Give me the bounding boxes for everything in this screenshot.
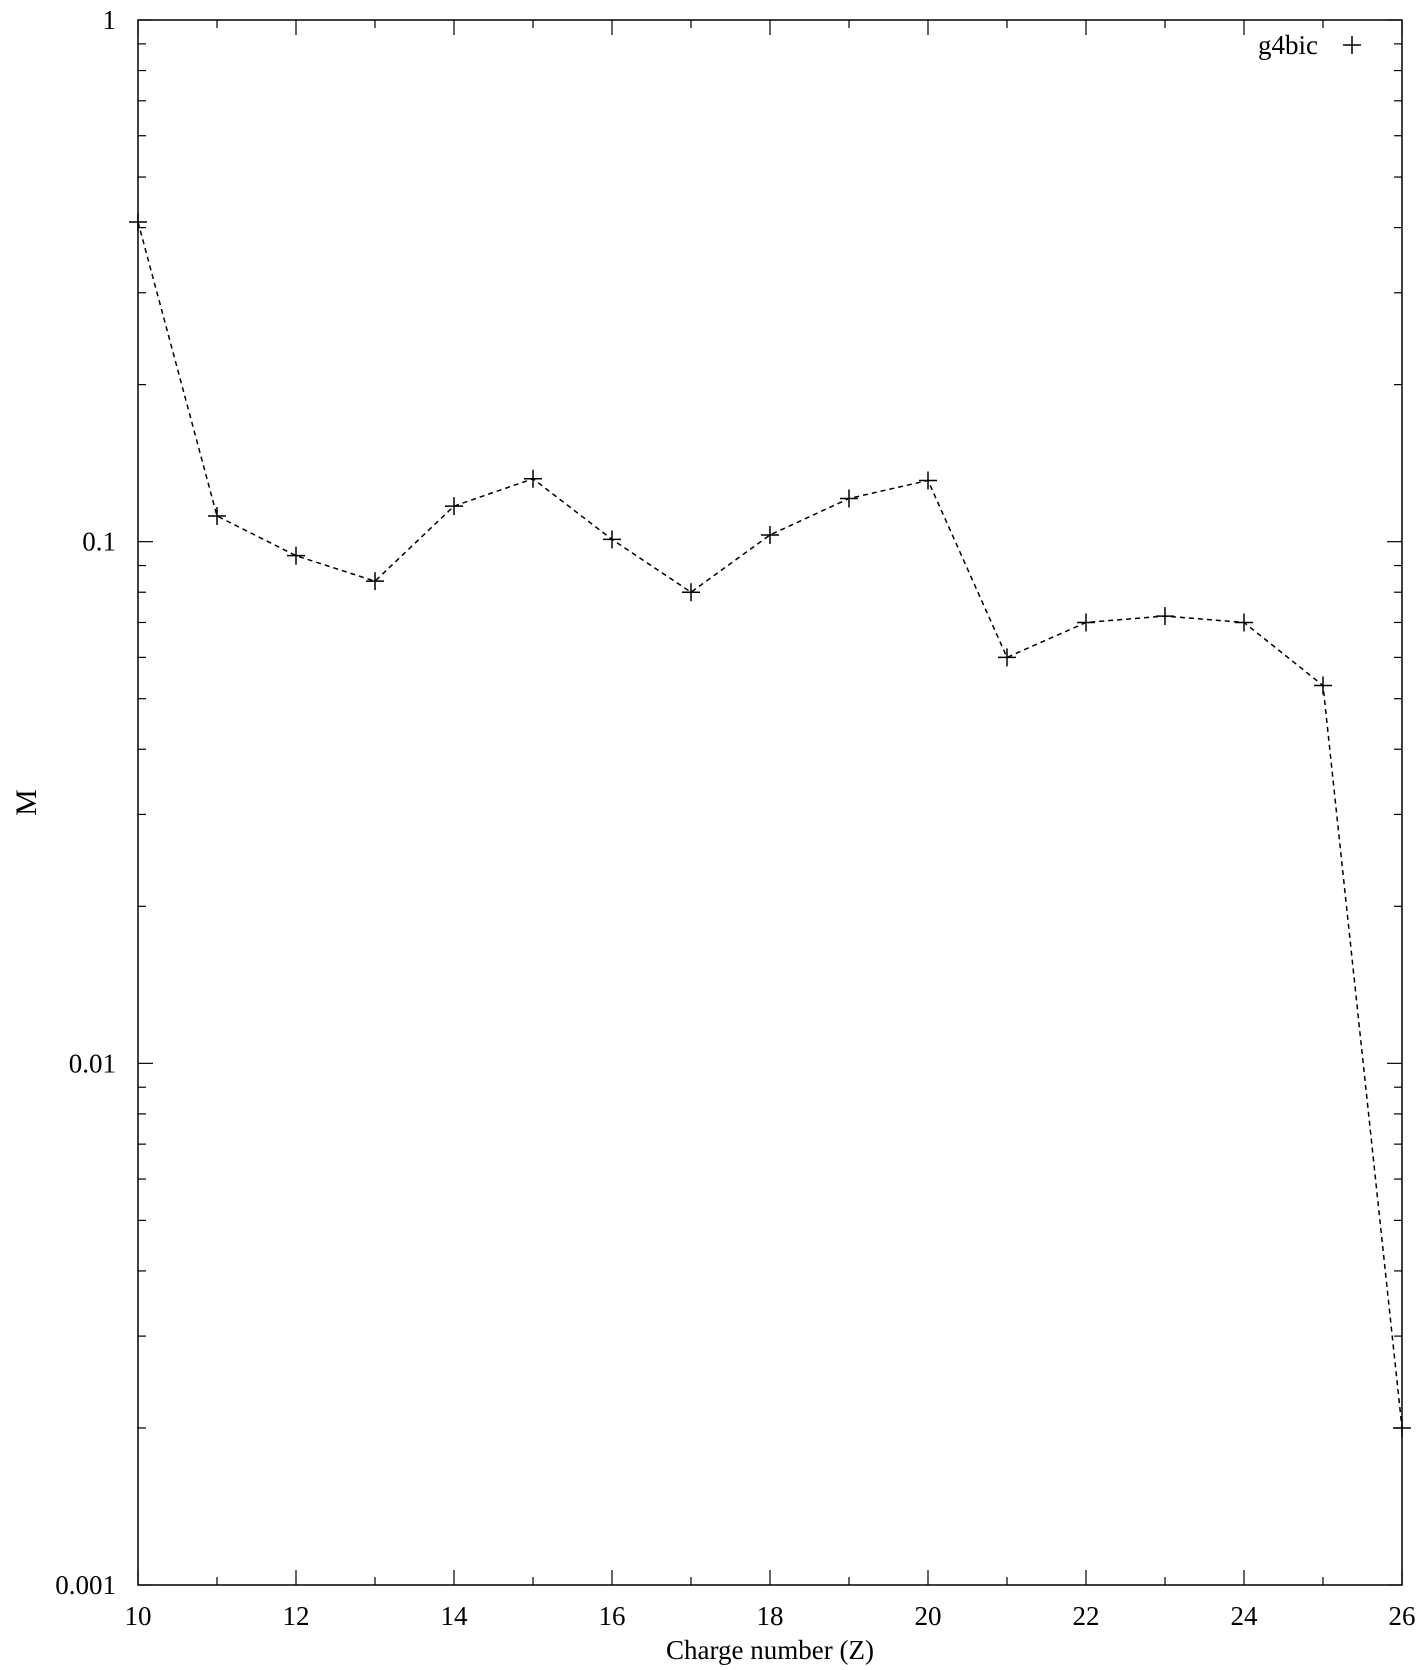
y-tick-label: 0.1 bbox=[82, 527, 116, 557]
x-tick-label: 10 bbox=[125, 1601, 152, 1631]
x-tick-label: 16 bbox=[599, 1601, 626, 1631]
x-tick-label: 22 bbox=[1073, 1601, 1100, 1631]
x-tick-label: 12 bbox=[283, 1601, 310, 1631]
data-point bbox=[524, 469, 542, 488]
x-tick-label: 26 bbox=[1389, 1601, 1416, 1631]
data-point bbox=[919, 471, 937, 490]
data-point bbox=[1156, 607, 1174, 626]
y-axis-label: M bbox=[10, 789, 43, 816]
x-tick-label: 24 bbox=[1231, 1601, 1259, 1631]
legend-marker-plus-icon bbox=[1343, 36, 1361, 54]
data-point bbox=[1235, 613, 1253, 632]
data-point bbox=[1077, 613, 1095, 632]
legend: g4bic bbox=[1258, 30, 1361, 60]
x-tick-label: 18 bbox=[757, 1601, 784, 1631]
legend-plus-mark bbox=[1343, 36, 1361, 54]
x-tick-label: 14 bbox=[441, 1601, 469, 1631]
series-markers bbox=[129, 212, 1411, 1437]
data-point bbox=[445, 497, 463, 516]
series-lines bbox=[137, 221, 1403, 1429]
data-point bbox=[366, 572, 384, 591]
legend-label: g4bic bbox=[1258, 30, 1318, 60]
y-tick-label: 1 bbox=[103, 5, 117, 35]
data-point bbox=[998, 648, 1016, 667]
y-tick-label: 0.001 bbox=[55, 1570, 116, 1600]
data-point bbox=[287, 546, 305, 565]
x-tick-label: 20 bbox=[915, 1601, 942, 1631]
x-axis-label: Charge number (Z) bbox=[666, 1635, 874, 1665]
data-point bbox=[840, 489, 858, 508]
y-tick-label: 0.01 bbox=[69, 1048, 116, 1078]
axis-ticks bbox=[137, 19, 1403, 1586]
data-point bbox=[682, 583, 700, 602]
plot-frame bbox=[137, 19, 1403, 1586]
data-point bbox=[1314, 676, 1332, 695]
tick-labels: 10 12 14 16 18 20 22 24 26 0.001 0.01 0.1 1 bbox=[55, 5, 1415, 1631]
data-point bbox=[603, 530, 621, 549]
data-point bbox=[761, 525, 779, 544]
series-line bbox=[137, 221, 1403, 1429]
data-point bbox=[208, 506, 226, 525]
